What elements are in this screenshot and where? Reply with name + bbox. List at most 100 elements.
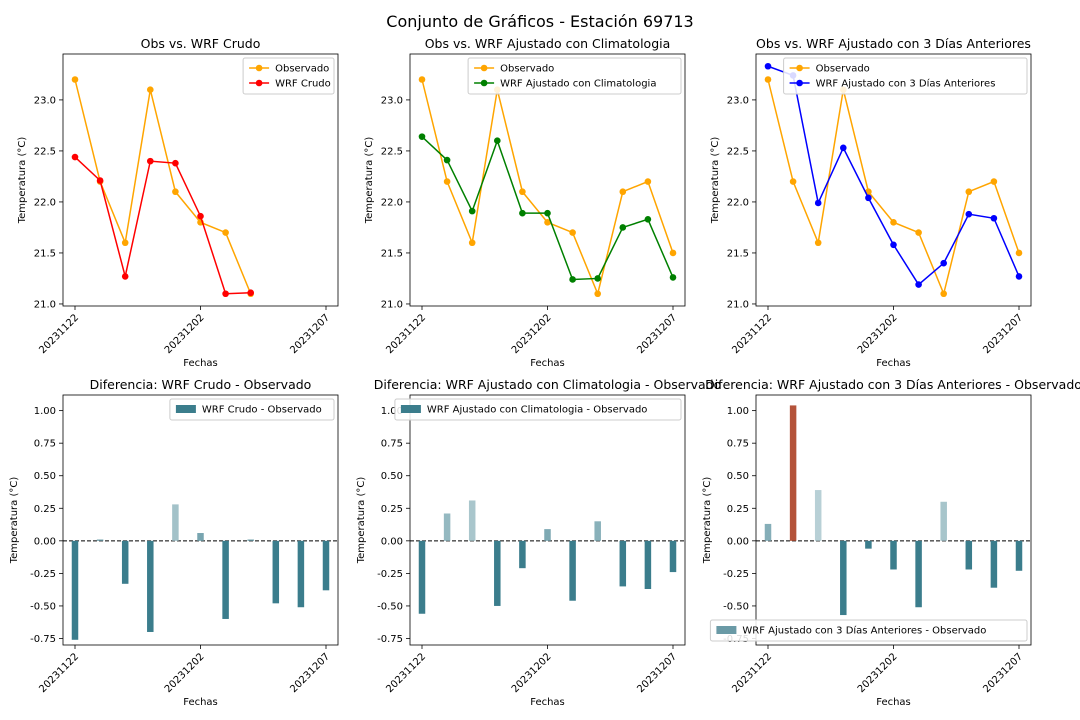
data-point (890, 219, 897, 226)
legend-label: Observado (500, 64, 554, 75)
data-point (915, 281, 922, 288)
axes-frame (755, 53, 1032, 307)
data-point (840, 144, 847, 152)
legend-box (467, 57, 682, 95)
y-tick-label: -0.50 (377, 601, 403, 612)
data-point (443, 178, 451, 185)
data-point (1015, 249, 1023, 257)
subplot-title: Diferencia: WRF Crudo - Observado (90, 377, 312, 392)
y-tick-label: 0.75 (381, 439, 403, 450)
data-point (619, 224, 627, 231)
legend-swatch-marker (480, 64, 488, 72)
subplot-title: Obs vs. WRF Ajustado con 3 Días Anterior… (756, 36, 1031, 51)
bar (764, 523, 772, 541)
bar (443, 513, 451, 541)
data-point (71, 76, 79, 83)
data-point (569, 229, 576, 236)
y-axis-label: Temperatura (°C) (9, 477, 20, 565)
bar (669, 540, 677, 573)
y-tick-label: -0.25 (30, 569, 56, 580)
axes-frame (409, 53, 686, 307)
data-point (569, 276, 576, 283)
bar (197, 533, 204, 541)
legend-box (709, 619, 1028, 642)
data-point (197, 212, 204, 220)
legend-label: WRF Ajustado con Climatologia (500, 79, 656, 90)
data-point (247, 289, 254, 297)
bar (644, 540, 652, 590)
y-tick-label: 0.75 (727, 439, 749, 450)
legend-box (394, 398, 682, 421)
legend-label: WRF Ajustado con 3 Días Anteriores (816, 78, 996, 90)
bar (619, 540, 627, 587)
legend-label: WRF Crudo - Observado (202, 405, 322, 416)
data-point (890, 241, 897, 249)
data-point (147, 157, 154, 165)
bar (494, 540, 501, 606)
data-point (990, 178, 998, 185)
data-point (172, 188, 179, 196)
data-point (965, 210, 973, 218)
bar (147, 540, 154, 632)
data-point (1015, 273, 1023, 280)
data-point (96, 177, 104, 184)
data-point (814, 199, 822, 207)
subplot-title: Diferencia: WRF Ajustado con 3 Días Ante… (705, 377, 1080, 392)
y-tick-label: 0.00 (727, 536, 749, 547)
bar (71, 540, 79, 640)
data-point (418, 133, 426, 140)
y-tick-label: 22.0 (381, 197, 403, 208)
y-axis-label: Temperatura (°C) (364, 137, 375, 225)
data-point (519, 209, 526, 217)
data-point (764, 62, 772, 70)
data-point (644, 178, 652, 185)
bar (519, 540, 526, 569)
data-point (965, 188, 973, 196)
x-axis-label: Fechas (876, 697, 911, 708)
data-point (147, 86, 154, 94)
data-point (990, 214, 998, 222)
y-tick-label: -0.25 (723, 569, 749, 580)
subplot-title: Diferencia: WRF Ajustado con Climatologi… (374, 377, 722, 392)
legend-box (169, 398, 335, 421)
y-tick-label: 21.5 (34, 248, 56, 259)
bar (890, 540, 897, 570)
data-point (764, 76, 772, 83)
y-tick-label: 22.0 (34, 197, 56, 208)
bar (322, 540, 330, 591)
series-line-2 (74, 156, 251, 295)
bar (569, 540, 576, 601)
y-tick-label: 0.25 (381, 504, 403, 515)
series-line-1 (74, 79, 252, 295)
legend-label: Observado (275, 64, 329, 75)
y-axis-label: Temperatura (°C) (17, 137, 28, 225)
bar (865, 540, 872, 549)
data-point (121, 239, 129, 247)
data-point (172, 159, 179, 167)
y-tick-label: -0.75 (377, 634, 403, 645)
y-tick-label: 21.0 (34, 299, 56, 310)
data-point (418, 76, 426, 83)
legend-swatch-marker (796, 79, 803, 87)
y-axis-label: Temperatura (°C) (710, 137, 721, 225)
bar (172, 504, 179, 541)
y-tick-label: 23.0 (34, 95, 56, 106)
y-tick-label: 1.00 (34, 406, 56, 417)
legend-swatch-bar (716, 626, 737, 634)
axes-frame (62, 394, 339, 646)
data-point (222, 229, 229, 236)
legend-swatch-bar (175, 405, 196, 413)
y-tick-label: 22.0 (727, 197, 749, 208)
x-axis-label: Fechas (530, 358, 565, 369)
y-axis-label: Temperatura (°C) (356, 477, 367, 565)
axes-frame (409, 394, 686, 646)
y-tick-label: 0.00 (381, 536, 403, 547)
y-tick-label: 22.5 (727, 146, 749, 157)
bar (990, 540, 998, 588)
legend-swatch-bar (400, 405, 421, 413)
y-tick-label: 22.5 (34, 146, 56, 157)
y-tick-label: 1.00 (381, 406, 403, 417)
y-tick-label: 0.00 (34, 536, 56, 547)
data-point (789, 178, 797, 185)
